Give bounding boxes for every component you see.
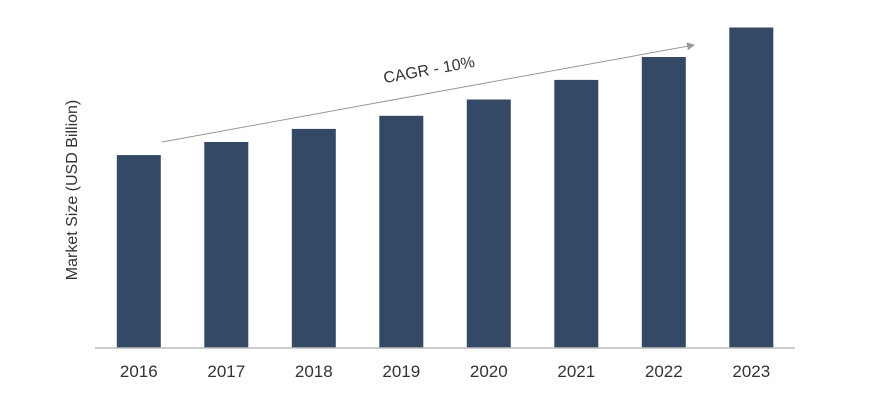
bar-2023 <box>729 27 774 348</box>
bar-2021 <box>554 79 599 349</box>
x-tick-label-2020: 2020 <box>470 362 508 381</box>
x-tick-label-2022: 2022 <box>645 362 683 381</box>
bar-2019 <box>379 115 424 348</box>
bar-2017 <box>204 142 249 348</box>
bar-series <box>116 27 774 349</box>
x-tick-label-2023: 2023 <box>732 362 770 381</box>
bar-2018 <box>291 128 336 348</box>
cagr-annotation: CAGR - 10% <box>382 54 476 87</box>
x-tick-label-2016: 2016 <box>120 362 158 381</box>
bar-2022 <box>641 57 686 348</box>
x-tick-label-2017: 2017 <box>207 362 245 381</box>
x-axis-tick-labels: 2016 2017 2018 2019 2020 2021 2022 2023 <box>120 362 770 381</box>
bar-2020 <box>466 99 511 348</box>
x-tick-label-2018: 2018 <box>295 362 333 381</box>
x-tick-label-2021: 2021 <box>557 362 595 381</box>
y-axis-title: Market Size (USD Billion) <box>64 100 81 280</box>
bar-2016 <box>116 155 161 348</box>
cagr-trend-arrow <box>161 42 695 143</box>
x-tick-label-2019: 2019 <box>382 362 420 381</box>
